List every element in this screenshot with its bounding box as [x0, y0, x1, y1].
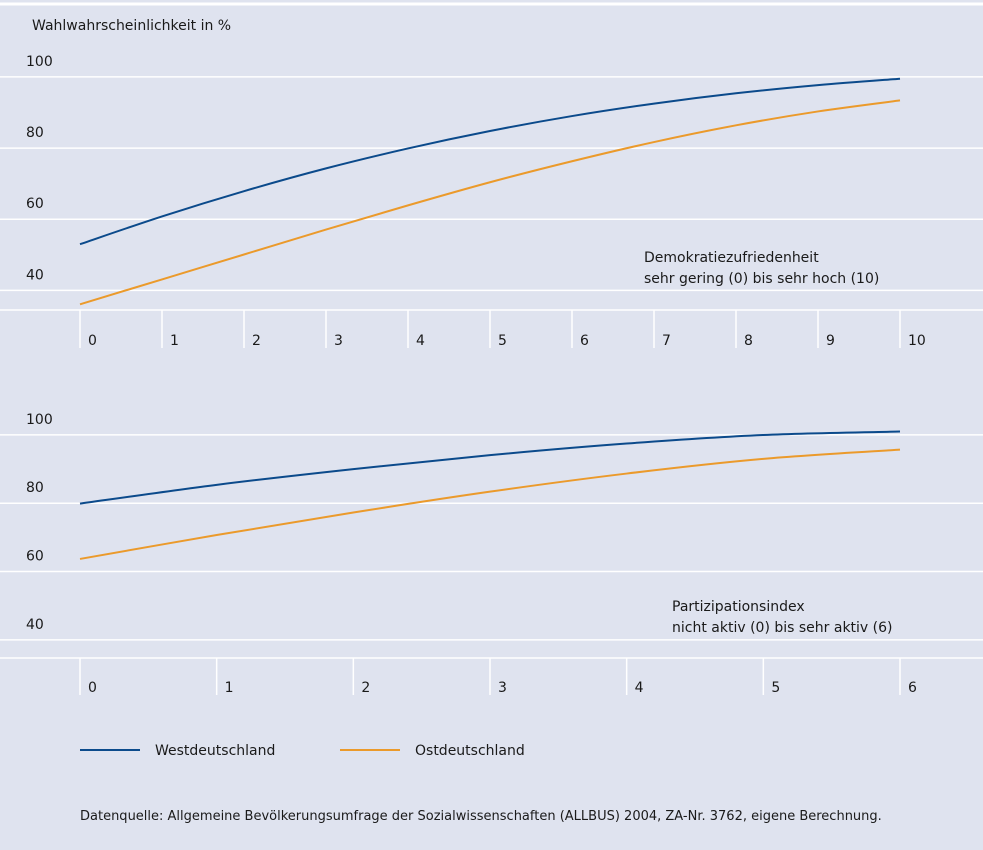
- y-tick-label-80: 80: [26, 125, 44, 141]
- x-tick-label-0: 0: [88, 680, 97, 696]
- x-tick-label-2: 2: [252, 333, 261, 349]
- y-tick-label-100: 100: [26, 412, 53, 428]
- series-line-westdeutschland: [79, 430, 901, 505]
- x-tick-label-7: 7: [662, 333, 671, 349]
- x-tick-label-9: 9: [826, 333, 835, 349]
- y-tick-label-100: 100: [26, 54, 53, 70]
- legend-label-westdeutschland: Westdeutschland: [155, 743, 275, 759]
- legend: Westdeutschland Ostdeutschland: [80, 743, 525, 759]
- x-tick-label-3: 3: [334, 333, 343, 349]
- source-note: Datenquelle: Allgemeine Bevölkerungsumfr…: [80, 809, 882, 824]
- x-axis-label-line-2: nicht aktiv (0) bis sehr aktiv (6): [672, 620, 893, 636]
- x-tick-label-1: 1: [225, 680, 234, 696]
- x-tick-label-8: 8: [744, 333, 753, 349]
- y-tick-label-60: 60: [26, 549, 44, 565]
- chart-1: 100 80 60 40 0 1 2 3 4 5 6 7 8 9 10 Demokratiezufrieden…: [0, 54, 983, 349]
- x-tick-label-4: 4: [635, 680, 644, 696]
- legend-label-ostdeutschland: Ostdeutschland: [415, 743, 525, 759]
- chart-2: 100 80 60 40 0 1 2 3 4 5 6 Partizipationsindex nicht…: [0, 412, 983, 696]
- y-tick-label-60: 60: [26, 196, 44, 212]
- x-tick-label-6: 6: [908, 680, 917, 696]
- x-axis-label-line-1: Demokratiezufriedenheit: [644, 250, 819, 266]
- x-tick-label-0: 0: [88, 333, 97, 349]
- series-line-ostdeutschland: [79, 448, 901, 560]
- x-axis-label-line-2: sehr gering (0) bis sehr hoch (10): [644, 271, 879, 287]
- x-tick-label-10: 10: [908, 333, 926, 349]
- x-tick-label-4: 4: [416, 333, 425, 349]
- y-tick-label-40: 40: [26, 267, 44, 283]
- x-tick-label-6: 6: [580, 333, 589, 349]
- x-tick-label-5: 5: [498, 333, 507, 349]
- series-line-ostdeutschland: [79, 99, 901, 306]
- x-tick-label-2: 2: [361, 680, 370, 696]
- x-axis-label-line-1: Partizipationsindex: [672, 599, 805, 615]
- y-axis-label: Wahlwahrscheinlichkeit in %: [32, 18, 231, 34]
- y-tick-label-80: 80: [26, 480, 44, 496]
- x-tick-label-3: 3: [498, 680, 507, 696]
- x-tick-label-1: 1: [170, 333, 179, 349]
- y-tick-label-40: 40: [26, 617, 44, 633]
- x-tick-label-5: 5: [771, 680, 780, 696]
- series-line-westdeutschland: [79, 77, 901, 246]
